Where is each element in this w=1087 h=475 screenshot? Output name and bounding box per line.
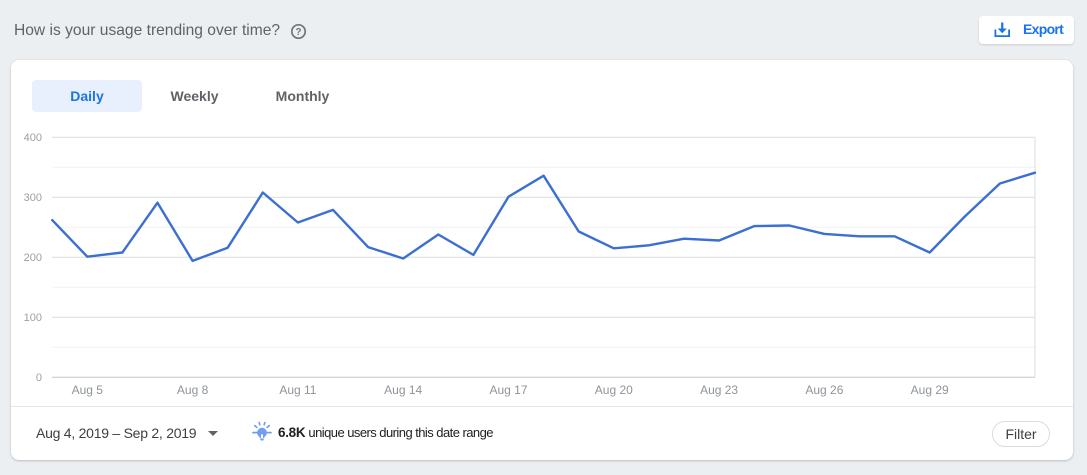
svg-text:Aug 26: Aug 26 <box>805 383 843 397</box>
svg-text:?: ? <box>296 27 302 38</box>
svg-text:Aug 17: Aug 17 <box>489 383 527 397</box>
svg-text:Aug 23: Aug 23 <box>700 383 738 397</box>
svg-text:300: 300 <box>24 192 42 204</box>
svg-text:Aug 20: Aug 20 <box>595 383 633 397</box>
svg-text:400: 400 <box>24 132 42 144</box>
svg-text:Aug 5: Aug 5 <box>72 383 104 397</box>
svg-text:Aug 11: Aug 11 <box>279 383 316 397</box>
svg-text:Aug 14: Aug 14 <box>384 383 422 397</box>
svg-text:100: 100 <box>24 312 42 324</box>
svg-text:Aug 29: Aug 29 <box>911 383 949 397</box>
svg-text:0: 0 <box>36 372 42 384</box>
svg-text:200: 200 <box>24 252 42 264</box>
svg-text:Aug 8: Aug 8 <box>177 383 209 397</box>
